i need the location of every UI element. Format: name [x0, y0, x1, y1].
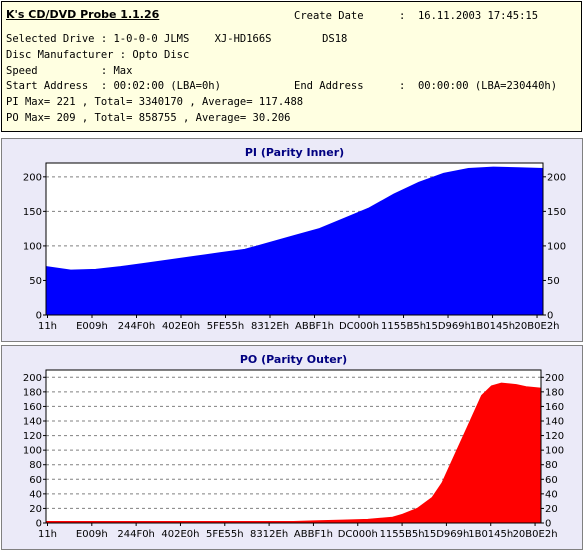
- x-tick-label: 11h: [38, 529, 57, 540]
- chart-title: PO (Parity Outer): [240, 353, 347, 366]
- start-address-line: Start Address : 00:02:00 (LBA=0h): [6, 80, 221, 92]
- y-tick-label-left: 200: [23, 373, 42, 384]
- x-tick-label: 5FE55h: [206, 529, 244, 540]
- y-tick-label-left: 150: [23, 207, 42, 218]
- x-tick-label: 1B0145h: [470, 321, 515, 332]
- series-area: [45, 382, 542, 524]
- y-tick-label-left: 20: [29, 504, 42, 515]
- x-tick-label: ABBF1h: [295, 321, 334, 332]
- y-tick-label-right: 100: [545, 446, 564, 457]
- po-chart-panel: PO (Parity Outer) 0 0 20 20 40 40 60 60 80 80 100 10…: [1, 345, 583, 550]
- y-tick-label-right: 150: [547, 207, 566, 218]
- y-tick-label-left: 120: [23, 431, 42, 442]
- y-tick-label-left: 180: [23, 387, 42, 398]
- x-tick-label: 15D969h: [425, 321, 471, 332]
- plot-border: [45, 369, 542, 524]
- end-address-value: : 00:00:00 (LBA=230440h): [399, 80, 558, 92]
- x-tick-label: 402E0h: [161, 529, 199, 540]
- y-tick-label-right: 40: [545, 489, 558, 500]
- y-tick-label-left: 160: [23, 402, 42, 413]
- x-tick-label: E009h: [76, 529, 108, 540]
- y-tick-label-right: 0: [547, 311, 553, 322]
- y-tick-label-right: 180: [545, 387, 564, 398]
- y-tick-label-right: 0: [545, 519, 551, 530]
- x-tick-label: ABBF1h: [294, 529, 333, 540]
- po-summary-line: PO Max= 209 , Total= 858755 , Average= 3…: [6, 112, 291, 124]
- y-tick-label-left: 100: [23, 241, 42, 252]
- y-tick-label-right: 80: [545, 460, 558, 471]
- x-tick-label: 11h: [38, 321, 57, 332]
- x-tick-label: 244F0h: [118, 321, 156, 332]
- series-area: [45, 166, 544, 316]
- y-tick-label-right: 100: [547, 241, 566, 252]
- y-tick-label-right: 50: [547, 276, 560, 287]
- y-tick-label-left: 60: [29, 475, 42, 486]
- drive-line: Selected Drive : 1-0-0-0 JLMS XJ-HD166S …: [6, 33, 348, 45]
- y-tick-label-right: 120: [545, 431, 564, 442]
- x-tick-label: 5FE55h: [207, 321, 245, 332]
- y-tick-label-left: 140: [23, 417, 42, 428]
- y-tick-label-left: 0: [36, 519, 42, 530]
- x-tick-label: 244F0h: [117, 529, 155, 540]
- pi-summary-line: PI Max= 221 , Total= 3340170 , Average= …: [6, 96, 304, 108]
- po-chart: PO (Parity Outer) 0 0 20 20 40 40 60 60 80 80 100 10…: [23, 353, 564, 540]
- y-tick-label-left: 40: [29, 489, 42, 500]
- y-tick-label-right: 20: [545, 504, 558, 515]
- y-tick-label-right: 60: [545, 475, 558, 486]
- y-tick-label-right: 140: [545, 417, 564, 428]
- y-tick-label-left: 0: [36, 311, 42, 322]
- x-tick-label: 1B0145h: [468, 529, 513, 540]
- y-tick-label-right: 200: [547, 172, 566, 183]
- x-tick-label: 8312Eh: [251, 321, 289, 332]
- chart-title: PI (Parity Inner): [245, 146, 344, 159]
- y-tick-label-left: 100: [23, 446, 42, 457]
- plot-border: [45, 162, 544, 316]
- x-tick-label: E009h: [76, 321, 108, 332]
- speed-line: Speed : Max: [6, 65, 133, 77]
- y-tick-label-left: 80: [29, 460, 42, 471]
- y-tick-label-right: 160: [545, 402, 564, 413]
- app-title: K's CD/DVD Probe 1.1.26: [6, 8, 160, 21]
- y-tick-label-right: 200: [545, 373, 564, 384]
- x-tick-label: DC000h: [338, 529, 378, 540]
- x-tick-label: 20B0E2h: [515, 321, 560, 332]
- create-date-label: Create Date: [294, 10, 364, 22]
- end-address-label: End Address: [294, 80, 364, 92]
- create-date-value: : 16.11.2003 17:45:15: [399, 10, 539, 22]
- x-tick-label: 20B0E2h: [513, 529, 558, 540]
- x-tick-label: 15D969h: [423, 529, 469, 540]
- x-tick-label: 1155B5h: [380, 529, 425, 540]
- y-tick-label-left: 50: [29, 276, 42, 287]
- y-tick-label-left: 200: [23, 172, 42, 183]
- x-tick-label: 402E0h: [162, 321, 200, 332]
- pi-chart: PI (Parity Inner) 0 0 50 50 100 100 150 150 200 20…: [23, 146, 566, 332]
- pi-chart-panel: PI (Parity Inner) 0 0 50 50 100 100 150 150 200 20…: [1, 138, 583, 342]
- x-tick-label: 1155B5h: [381, 321, 426, 332]
- manufacturer-line: Disc Manufacturer : Opto Disc: [6, 49, 190, 61]
- x-tick-label: DC000h: [339, 321, 379, 332]
- info-panel: K's CD/DVD Probe 1.1.26 Create Date : 16…: [1, 1, 582, 132]
- x-tick-label: 8312Eh: [250, 529, 288, 540]
